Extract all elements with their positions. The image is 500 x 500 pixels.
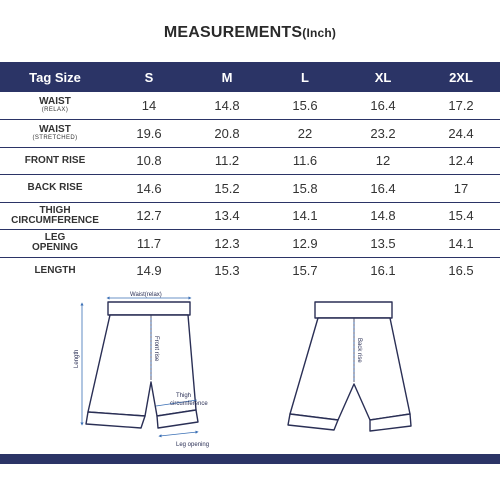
table-cell: 16.4 [344, 92, 422, 120]
thigh-label-line2: circumference [170, 401, 208, 407]
size-chart-table: Tag Size S M L XL 2XL WAIST (RELAX) 14 14… [0, 62, 500, 286]
title-unit: (Inch) [302, 26, 337, 40]
table-cell: 13.5 [344, 229, 422, 258]
table-row: WAIST (RELAX) 14 14.8 15.6 16.4 17.2 [0, 92, 500, 120]
table-cell: 16.4 [344, 174, 422, 203]
table-cell: 14.6 [110, 174, 188, 203]
table-cell: 10.8 [110, 147, 188, 175]
header-size-l: L [301, 69, 309, 85]
back-shorts-illustration [287, 301, 412, 432]
back-rise-label: Back rise [356, 338, 362, 363]
table-cell: 15.6 [266, 92, 344, 120]
row-label-back-rise: BACK RISE [0, 174, 110, 203]
table-cell: 12.7 [110, 202, 188, 230]
table-cell: 16.1 [344, 257, 422, 286]
table-cell: 12.9 [266, 229, 344, 258]
bottom-accent-band [0, 454, 500, 464]
table-cell: 15.3 [188, 257, 266, 286]
table-cell: 12.3 [188, 229, 266, 258]
row-label-front-rise: FRONT RISE [0, 147, 110, 175]
row-label-length: LENGTH [0, 257, 110, 286]
table-cell: 14.8 [344, 202, 422, 230]
table-cell: 24.4 [422, 119, 500, 148]
row-label-waist-stretched: WAIST (STRETCHED) [0, 119, 110, 148]
table-cell: 20.8 [188, 119, 266, 148]
header-size-s: S [144, 69, 154, 85]
row-label-leg-opening: LEG OPENING [0, 229, 110, 258]
table-cell: 13.4 [188, 202, 266, 230]
header-size-m: M [221, 69, 233, 85]
table-cell: 12 [344, 147, 422, 175]
table-cell: 14 [110, 92, 188, 120]
waist-relax-label: Waist(relax) [130, 292, 162, 298]
thigh-label: Thigh [176, 393, 191, 399]
table-cell: 11.2 [188, 147, 266, 175]
table-cell: 22 [266, 119, 344, 148]
table-cell: 17 [422, 174, 500, 203]
table-cell: 11.6 [266, 147, 344, 175]
table-cell: 14.9 [110, 257, 188, 286]
table-cell: 15.2 [188, 174, 266, 203]
table-row: LEG OPENING 11.7 12.3 12.9 13.5 14.1 [0, 229, 500, 258]
header-tag-size: Tag Size [29, 69, 81, 85]
header-size-2xl: 2XL [449, 69, 473, 85]
table-cell: 14.1 [422, 229, 500, 258]
shorts-diagram-svg: Waist(relax) Length Front rise Thigh cir… [74, 292, 412, 448]
table-header-row: Tag Size S M L XL 2XL [0, 62, 500, 92]
front-shorts-illustration [85, 301, 199, 429]
table-cell: 14.8 [188, 92, 266, 120]
table-cell: 15.8 [266, 174, 344, 203]
front-measure-labels: Waist(relax) Length Front rise Thigh cir… [74, 292, 209, 448]
table-cell: 15.7 [266, 257, 344, 286]
table-cell: 11.7 [110, 229, 188, 258]
row-label-thigh-circumference: THIGH CIRCUMFERENCE [0, 202, 110, 230]
table-cell: 17.2 [422, 92, 500, 120]
page-title: MEASUREMENTS(Inch) [0, 24, 500, 42]
table-cell: 16.5 [422, 257, 500, 286]
table-row: THIGH CIRCUMFERENCE 12.7 13.4 14.1 14.8 1… [0, 202, 500, 230]
header-size-xl: XL [374, 69, 392, 85]
measurement-diagram: Waist(relax) Length Front rise Thigh cir… [0, 282, 500, 452]
table-cell: 12.4 [422, 147, 500, 175]
table-cell: 23.2 [344, 119, 422, 148]
table-row: BACK RISE 14.6 15.2 15.8 16.4 17 [0, 174, 500, 203]
bottom-margin [0, 464, 500, 500]
front-measure-lines [80, 296, 199, 438]
table-row: WAIST (STRETCHED) 19.6 20.8 22 23.2 24.4 [0, 119, 500, 148]
title-main: MEASUREMENTS [163, 24, 303, 41]
front-rise-label: Front rise [153, 336, 159, 362]
table-cell: 19.6 [110, 119, 188, 148]
table-cell: 14.1 [266, 202, 344, 230]
length-label: Length [74, 350, 80, 368]
table-cell: 15.4 [422, 202, 500, 230]
table-row: LENGTH 14.9 15.3 15.7 16.1 16.5 [0, 257, 500, 286]
row-label-waist-relax: WAIST (RELAX) [0, 92, 110, 120]
table-row: FRONT RISE 10.8 11.2 11.6 12 12.4 [0, 147, 500, 175]
leg-opening-label: Leg opening [176, 442, 209, 448]
